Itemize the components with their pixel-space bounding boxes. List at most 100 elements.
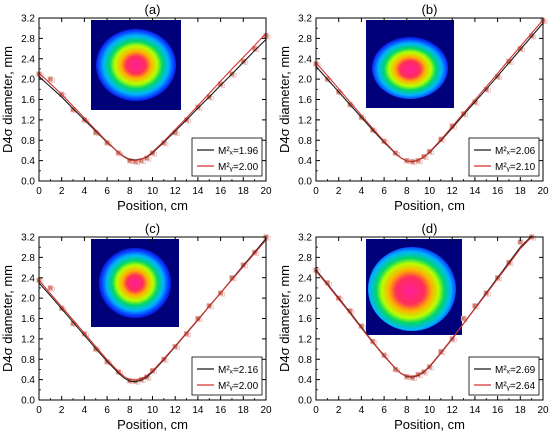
y-tick-label: 1.2: [298, 334, 312, 345]
data-point: [47, 76, 53, 82]
data-point-y: [463, 112, 468, 118]
x-tick-label: 4: [359, 186, 365, 197]
x-tick-label: 12: [447, 405, 459, 416]
y-tick-label: 0.0: [21, 177, 35, 188]
y-tick-label: 2.4: [21, 273, 35, 284]
y-tick-label: 0.8: [298, 355, 312, 366]
data-point: [240, 58, 246, 64]
x-tick-label: 6: [104, 186, 110, 197]
beam-profile-inset: [91, 20, 181, 110]
y-tick-label: 1.2: [21, 115, 35, 126]
x-axis: 0 2 4 6 8 10 12 14 16 18 20: [313, 237, 549, 416]
legend-label: M²ᵧ=2.64: [495, 381, 536, 392]
x-tick-label: 12: [447, 186, 459, 197]
data-point-y: [497, 75, 503, 81]
x-tick-label: 12: [170, 405, 182, 416]
data-point: [132, 159, 139, 165]
data-point: [70, 107, 76, 113]
legend-label: M²ᵧ=2.00: [218, 381, 259, 392]
y-tick-label: 2.0: [298, 75, 312, 86]
legend-label: M²ₓ=2.06: [495, 146, 536, 157]
data-point-y: [107, 360, 112, 366]
y-tick-label: 3.2: [21, 233, 35, 244]
y-tick-label: 3.2: [298, 233, 312, 244]
data-point: [460, 315, 467, 322]
y-tick-label: 1.6: [21, 314, 35, 325]
chart-panel-c: (c) 0 2 4 6 8 10 12 14 16 18 20 0.0 0.4 0.8 1.2 1.6 2.0 2.…: [0, 221, 272, 432]
y-axis: 0.0 0.4 0.8 1.2 1.6 2.0 2.4 2.8 3.2: [21, 14, 266, 188]
y-tick-label: 2.0: [298, 294, 312, 305]
x-axis: 0 2 4 6 8 10 12 14 16 18 20: [313, 18, 549, 197]
y-axis: 0.0 0.4 0.8 1.2 1.6 2.0 2.4 2.8 3.2: [21, 233, 266, 407]
data-point-y: [50, 287, 55, 292]
data-point-y: [475, 101, 480, 106]
y-tick-label: 2.8: [298, 253, 312, 264]
data-point-y: [84, 119, 89, 124]
y-axis: 0.0 0.4 0.8 1.2 1.6 2.0 2.4 2.8 3.2: [298, 233, 543, 407]
x-axis: 0 2 4 6 8 10 12 14 16 18 20: [36, 237, 272, 416]
beam-profile-inset: [366, 20, 454, 108]
beam-spot: [99, 248, 171, 318]
x-axis-title: Position, cm: [117, 198, 188, 213]
x-tick-label: 2: [59, 405, 65, 416]
y-tick-label: 0.0: [298, 396, 312, 407]
y-tick-label: 0.8: [21, 355, 35, 366]
legend-box: [468, 356, 540, 396]
x-tick-label: 16: [492, 186, 504, 197]
x-tick-label: 14: [469, 186, 481, 197]
y-tick-label: 3.2: [21, 14, 35, 25]
x-tick-label: 2: [336, 186, 342, 197]
y-axis-title: D4σ diameter, mm: [0, 265, 15, 372]
data-point-y: [146, 376, 152, 381]
beam-profile-inset: [91, 239, 179, 327]
data-point-y: [164, 141, 169, 147]
x-tick-label: 8: [127, 405, 133, 416]
data-point-y: [209, 304, 214, 310]
beam-spot: [96, 29, 176, 101]
data-point-y: [418, 159, 423, 165]
x-tick-label: 14: [192, 186, 204, 197]
legend-label: M²ₓ=2.69: [495, 365, 536, 376]
y-tick-label: 2.8: [298, 34, 312, 45]
x-axis-title: Position, cm: [394, 198, 465, 213]
y-tick-label: 3.2: [298, 14, 312, 25]
legend-box: [191, 356, 263, 396]
x-tick-label: 10: [424, 405, 436, 416]
y-tick-label: 0.0: [298, 177, 312, 188]
legend-box: [468, 137, 540, 177]
x-tick-label: 10: [147, 186, 159, 197]
x-tick-label: 16: [492, 405, 504, 416]
data-point-y: [141, 159, 146, 165]
data-point-y: [486, 88, 491, 93]
data-point-y: [175, 131, 180, 137]
data-point: [138, 158, 144, 164]
data-point-y: [186, 332, 192, 338]
beam-profile-inset: [366, 239, 462, 335]
y-axis-title: D4σ diameter, mm: [277, 46, 292, 153]
y-tick-label: 0.8: [21, 136, 35, 147]
x-tick-label: 16: [215, 186, 227, 197]
panel-label: (a): [145, 2, 161, 17]
data-point-y: [452, 338, 457, 343]
beam-spot: [368, 247, 456, 331]
chart-panel-b: (b) 0 2 4 6 8 10 12 14 16 18 20 0.0 0.4 0.8 1.2 1.6 2.0 2.…: [277, 2, 549, 213]
x-axis-title: Position, cm: [117, 417, 188, 432]
data-point-y: [186, 119, 192, 124]
x-tick-label: 4: [82, 186, 88, 197]
legend: M²ₓ=1.96 M²ᵧ=2.00: [191, 137, 263, 177]
fit-line-my: [38, 32, 267, 162]
x-tick-label: 0: [36, 186, 42, 197]
data-point-y: [486, 292, 491, 297]
x-tick-label: 8: [404, 186, 410, 197]
data-point-y: [395, 368, 400, 373]
legend-box: [191, 137, 263, 177]
y-axis-title: D4σ diameter, mm: [277, 265, 292, 372]
chart-panel-a: (a) 0 2 4 6 8 10 12 14 16 18 20 0.0 0.4 0.8 1.2 1.6 2.0 2.…: [0, 2, 272, 213]
y-tick-label: 2.0: [21, 75, 35, 86]
x-tick-label: 20: [537, 405, 549, 416]
data-point-y: [520, 47, 525, 53]
x-tick-label: 12: [170, 186, 182, 197]
x-tick-label: 10: [424, 186, 436, 197]
legend-label: M²ᵧ=2.00: [218, 162, 259, 173]
